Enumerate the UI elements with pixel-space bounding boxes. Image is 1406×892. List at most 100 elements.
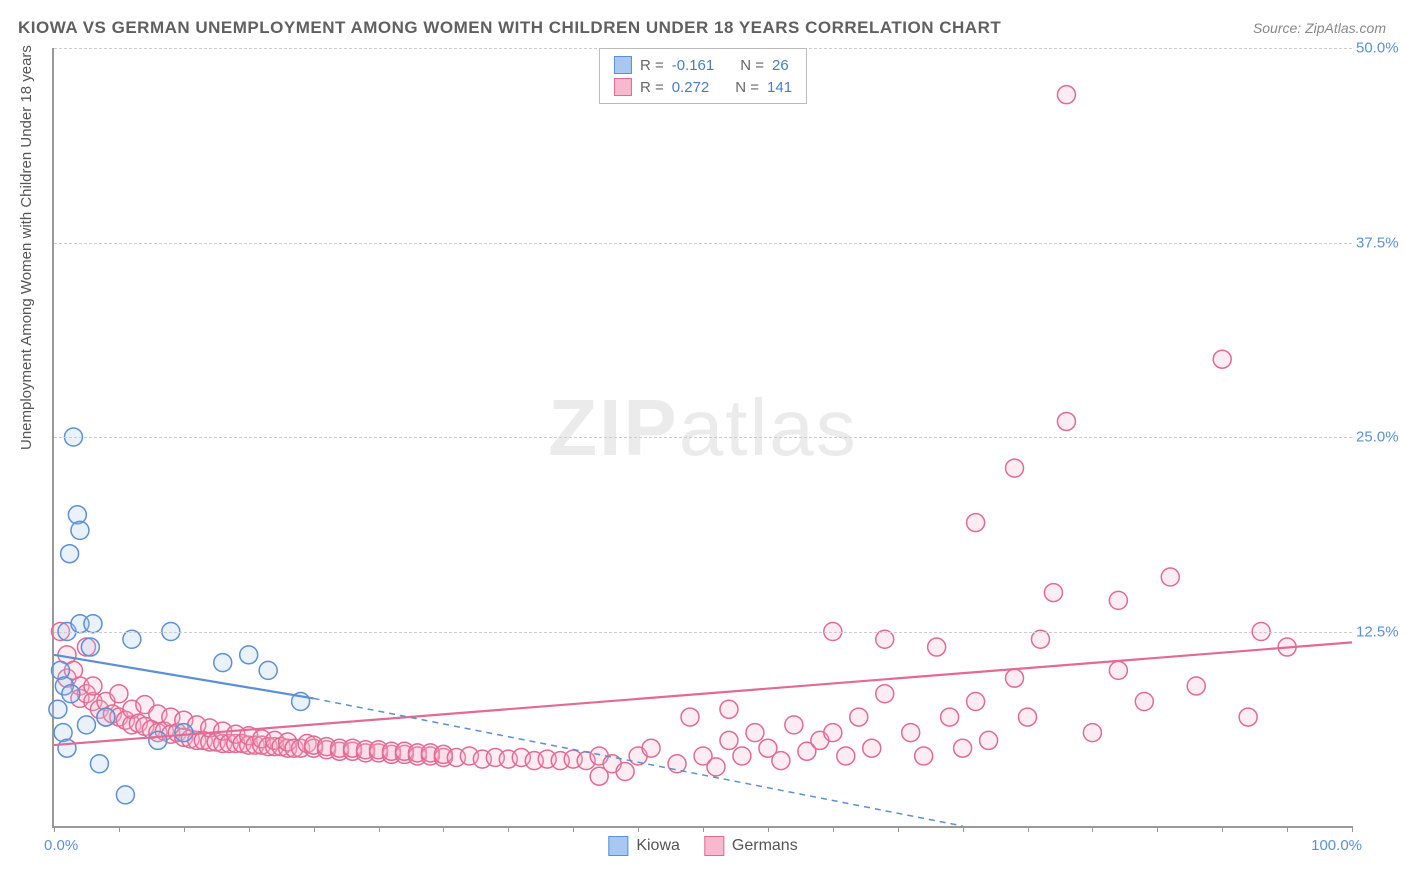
scatter-point	[681, 708, 699, 726]
scatter-point	[668, 755, 686, 773]
x-tick	[314, 826, 315, 832]
gridline	[54, 632, 1352, 633]
scatter-point	[1083, 724, 1101, 742]
swatch-kiowa-icon	[608, 836, 628, 856]
scatter-point	[123, 630, 141, 648]
scatter-point	[902, 724, 920, 742]
scatter-point	[915, 747, 933, 765]
scatter-point	[720, 731, 738, 749]
chart-title: KIOWA VS GERMAN UNEMPLOYMENT AMONG WOMEN…	[18, 18, 1001, 38]
x-tick	[249, 826, 250, 832]
r-label: R =	[640, 79, 664, 96]
scatter-point	[642, 739, 660, 757]
y-tick-label: 12.5%	[1356, 623, 1406, 640]
swatch-germans-icon	[704, 836, 724, 856]
scatter-point	[1031, 630, 1049, 648]
scatter-point	[837, 747, 855, 765]
x-tick	[1157, 826, 1158, 832]
scatter-point	[77, 716, 95, 734]
scatter-point	[1109, 591, 1127, 609]
x-tick	[898, 826, 899, 832]
scatter-point	[707, 758, 725, 776]
x-tick	[119, 826, 120, 832]
y-tick-label: 50.0%	[1356, 40, 1406, 57]
x-tick	[638, 826, 639, 832]
scatter-point	[824, 724, 842, 742]
swatch-kiowa-icon	[614, 56, 632, 74]
scatter-point	[149, 731, 167, 749]
x-tick	[573, 826, 574, 832]
swatch-germans-icon	[614, 78, 632, 96]
x-tick	[379, 826, 380, 832]
scatter-point	[49, 700, 67, 718]
scatter-point	[1057, 86, 1075, 104]
scatter-point	[928, 638, 946, 656]
scatter-point	[1006, 459, 1024, 477]
n-value-kiowa: 26	[772, 57, 789, 74]
n-label: N =	[740, 57, 764, 74]
scatter-point	[62, 685, 80, 703]
x-tick	[508, 826, 509, 832]
scatter-point	[61, 545, 79, 563]
y-tick-label: 37.5%	[1356, 234, 1406, 251]
scatter-point	[90, 755, 108, 773]
r-value-germans: 0.272	[672, 79, 710, 96]
scatter-point	[1135, 693, 1153, 711]
scatter-point	[1213, 350, 1231, 368]
scatter-point	[259, 661, 277, 679]
scatter-point	[214, 654, 232, 672]
x-tick	[1287, 826, 1288, 832]
x-tick	[833, 826, 834, 832]
scatter-point	[616, 763, 634, 781]
gridline	[54, 243, 1352, 244]
x-tick	[1092, 826, 1093, 832]
scatter-point	[97, 708, 115, 726]
x-tick	[703, 826, 704, 832]
n-value-germans: 141	[767, 79, 792, 96]
scatter-point	[954, 739, 972, 757]
scatter-point	[81, 638, 99, 656]
scatter-point	[850, 708, 868, 726]
scatter-point	[1044, 584, 1062, 602]
scatter-point	[71, 521, 89, 539]
x-tick	[184, 826, 185, 832]
scatter-point	[785, 716, 803, 734]
legend-item-germans: Germans	[704, 836, 798, 856]
scatter-point	[1019, 708, 1037, 726]
r-label: R =	[640, 57, 664, 74]
scatter-point	[84, 677, 102, 695]
x-min-label: 0.0%	[44, 837, 78, 854]
scatter-point	[980, 731, 998, 749]
scatter-point	[876, 685, 894, 703]
scatter-point	[1239, 708, 1257, 726]
x-tick	[443, 826, 444, 832]
y-tick-label: 25.0%	[1356, 429, 1406, 446]
gridline	[54, 437, 1352, 438]
scatter-point	[720, 700, 738, 718]
scatter-point	[1109, 661, 1127, 679]
legend-item-kiowa: Kiowa	[608, 836, 680, 856]
stats-row-kiowa: R = -0.161 N = 26	[614, 54, 792, 76]
scatter-point	[876, 630, 894, 648]
scatter-point	[84, 615, 102, 633]
x-tick	[963, 826, 964, 832]
scatter-point	[240, 646, 258, 664]
scatter-point	[772, 752, 790, 770]
scatter-point	[967, 693, 985, 711]
x-tick	[54, 826, 55, 832]
stats-legend: R = -0.161 N = 26 R = 0.272 N = 141	[599, 48, 807, 104]
x-tick	[768, 826, 769, 832]
scatter-point	[967, 514, 985, 532]
x-tick	[1028, 826, 1029, 832]
scatter-point	[941, 708, 959, 726]
plot-area: ZIPatlas R = -0.161 N = 26 R = 0.272 N =…	[52, 48, 1352, 828]
legend-label-kiowa: Kiowa	[636, 837, 680, 855]
scatter-point	[110, 685, 128, 703]
source-attribution: Source: ZipAtlas.com	[1253, 20, 1386, 36]
x-tick	[1352, 826, 1353, 832]
scatter-point	[116, 786, 134, 804]
scatter-point	[58, 739, 76, 757]
scatter-point	[1006, 669, 1024, 687]
scatter-point	[175, 724, 193, 742]
x-tick	[1222, 826, 1223, 832]
